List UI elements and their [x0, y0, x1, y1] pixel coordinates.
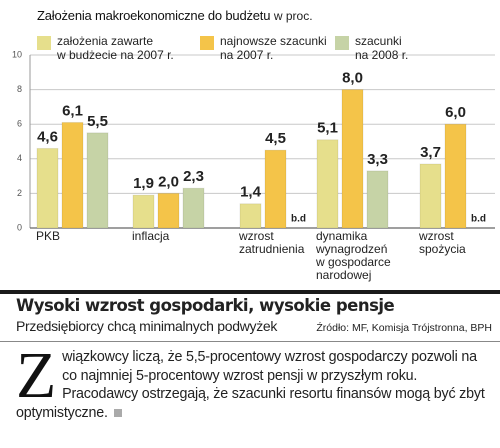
body-text: Związkowcy liczą, że 5,5-procentowy wzro…	[16, 339, 492, 422]
value-label: 4,5	[265, 130, 286, 147]
y-tick-label: 2	[17, 188, 22, 198]
value-label: 3,7	[420, 144, 441, 161]
subheadline: Przedsiębiorcy chcą minimalnych podwyżek	[16, 318, 278, 334]
bar	[264, 149, 287, 229]
bar	[341, 89, 364, 229]
value-label: 6,0	[445, 104, 466, 121]
value-label: 5,1	[317, 120, 338, 137]
missing-label: b.d	[291, 214, 306, 225]
legend-swatch	[200, 36, 214, 50]
chart-title-line: Założenia makroekonomiczne do budżetu w …	[37, 8, 313, 23]
value-label: 3,3	[367, 151, 388, 168]
y-tick-label: 6	[17, 119, 22, 129]
bar	[61, 121, 84, 229]
chart-unit: w proc.	[273, 9, 313, 23]
value-label: 2,3	[183, 168, 204, 185]
bar	[182, 187, 205, 229]
source: Źródło: MF, Komisja Trójstronna, BPH	[316, 322, 492, 334]
y-tick-label: 8	[17, 84, 22, 94]
legend-label: założenia zawarte w budżecie na 2007 r.	[57, 34, 174, 62]
legend-swatch	[335, 36, 349, 50]
separator	[0, 290, 500, 294]
bar	[86, 132, 109, 229]
bar	[316, 139, 339, 229]
x-tick-label: PKB	[36, 229, 61, 243]
bar	[444, 123, 467, 229]
x-tick-label: wzrost zatrudnienia	[239, 229, 305, 256]
value-label: 4,6	[37, 128, 58, 145]
value-label: 5,5	[87, 113, 108, 130]
legend-label: najnowsze szacunki na 2007 r.	[220, 34, 327, 62]
value-label: 6,1	[62, 102, 83, 119]
chart-title: Założenia makroekonomiczne do budżetu	[37, 8, 271, 23]
chart: 0 2 4 6 8 10 4,66,15,5 1,9 2,0 2,3 1,4 4,5 b.d 5,1 8,0…	[12, 49, 495, 232]
legend-label: szacunki na 2008 r.	[355, 34, 409, 62]
x-tick-label: inflacja	[132, 229, 170, 243]
x-tick-label: dynamika wynagrodzeń w gospodarce narodo…	[316, 229, 391, 282]
separator	[0, 341, 500, 342]
missing-label: b.d	[471, 214, 486, 225]
y-tick-label: 0	[17, 222, 22, 232]
bar	[132, 194, 155, 229]
bar	[366, 170, 389, 229]
value-label: 2,0	[158, 173, 179, 190]
value-label: 1,9	[133, 175, 154, 192]
headline: Wysoki wzrost gospodarki, wysokie pensje	[16, 296, 395, 315]
bar	[157, 192, 180, 229]
x-tick-label: wzrost spożycia	[419, 229, 466, 256]
y-tick-label: 10	[12, 49, 22, 59]
value-label: 8,0	[342, 70, 363, 87]
bar	[36, 147, 59, 229]
y-tick-label: 4	[17, 153, 22, 163]
bar	[239, 203, 262, 229]
bar	[419, 163, 442, 229]
value-label: 1,4	[240, 184, 262, 201]
legend-swatch	[37, 36, 51, 50]
